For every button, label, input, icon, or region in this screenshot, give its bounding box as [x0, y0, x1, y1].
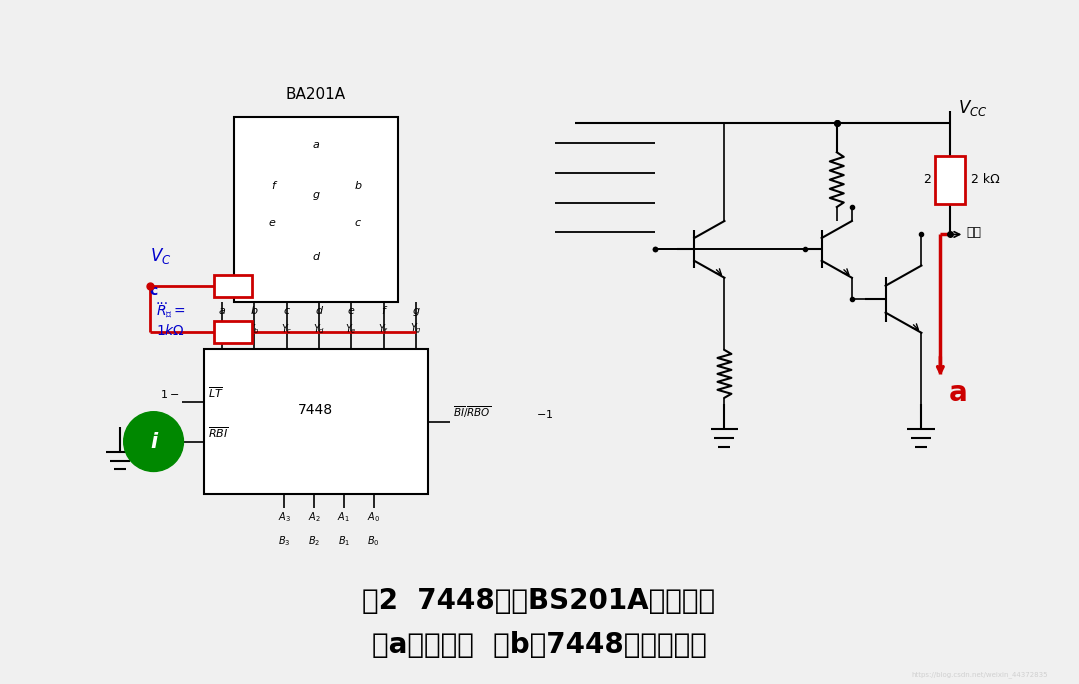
Text: d: d: [315, 306, 323, 315]
Text: $V_C$: $V_C$: [150, 246, 172, 266]
Bar: [204, 350, 428, 494]
Text: $\overline{RBI}$: $\overline{RBI}$: [208, 425, 229, 440]
Text: $B_3$: $B_3$: [277, 534, 290, 547]
Text: $B_0$: $B_0$: [367, 534, 380, 547]
Text: $V_{CC}$: $V_{CC}$: [958, 98, 988, 118]
Text: c: c: [284, 306, 289, 315]
Text: d: d: [312, 252, 319, 263]
Text: 2 kΩ: 2 kΩ: [971, 173, 1000, 186]
Text: $A_2$: $A_2$: [308, 510, 320, 524]
Bar: [935, 156, 966, 204]
Text: $A_0$: $A_0$: [367, 510, 380, 524]
Text: $A_1$: $A_1$: [338, 510, 351, 524]
Text: $\overline{BI}/\overline{RBO}$: $\overline{BI}/\overline{RBO}$: [453, 404, 491, 420]
Text: 7448: 7448: [299, 403, 333, 417]
Text: g: g: [312, 189, 319, 200]
Text: c: c: [150, 285, 158, 298]
Bar: [234, 118, 398, 302]
Text: BA201A: BA201A: [286, 88, 346, 103]
Text: $\overline{LT}$: $\overline{LT}$: [208, 385, 223, 399]
Text: 图2  7448驱动BS201A输出电路: 图2 7448驱动BS201A输出电路: [363, 587, 715, 615]
Text: $Y_d$: $Y_d$: [313, 321, 325, 336]
Text: $B_2$: $B_2$: [308, 534, 320, 547]
Text: https://blog.csdn.net/weixin_44372835: https://blog.csdn.net/weixin_44372835: [912, 671, 1048, 678]
Text: a: a: [948, 379, 967, 407]
Text: $B_1$: $B_1$: [338, 534, 350, 547]
Text: $A_3$: $A_3$: [277, 510, 290, 524]
Text: f: f: [271, 181, 275, 191]
Bar: [215, 275, 252, 297]
Text: i: i: [150, 432, 158, 451]
Text: $1-$: $1-$: [160, 428, 179, 440]
Text: b: b: [250, 306, 258, 315]
Text: $Y_e$: $Y_e$: [345, 321, 357, 336]
Text: a: a: [313, 140, 319, 150]
Text: b: b: [355, 181, 361, 191]
Text: $-1$: $-1$: [535, 408, 552, 420]
Text: $Y_b$: $Y_b$: [248, 321, 260, 336]
Text: $Y_c$: $Y_c$: [281, 321, 292, 336]
Bar: [215, 321, 252, 343]
Text: e: e: [269, 218, 275, 228]
Text: （a）接线图  （b）7448输出端电路: （a）接线图 （b）7448输出端电路: [371, 631, 707, 659]
Text: $Y_g$: $Y_g$: [410, 321, 422, 336]
Text: ...: ...: [155, 293, 168, 307]
Text: $R_{并}=$: $R_{并}=$: [155, 304, 186, 320]
Text: e: e: [347, 306, 355, 315]
Text: c: c: [355, 218, 360, 228]
Text: g: g: [412, 306, 420, 315]
Circle shape: [124, 412, 183, 471]
Text: $Y_f$: $Y_f$: [378, 321, 390, 336]
Text: 2: 2: [924, 173, 931, 186]
Text: $Y_a$: $Y_a$: [216, 321, 228, 336]
Text: 输出: 输出: [967, 226, 981, 239]
Text: a: a: [218, 306, 226, 315]
Text: $1k$Ω: $1k$Ω: [155, 323, 185, 337]
Text: $1-$: $1-$: [160, 388, 179, 399]
Text: f: f: [382, 306, 385, 315]
